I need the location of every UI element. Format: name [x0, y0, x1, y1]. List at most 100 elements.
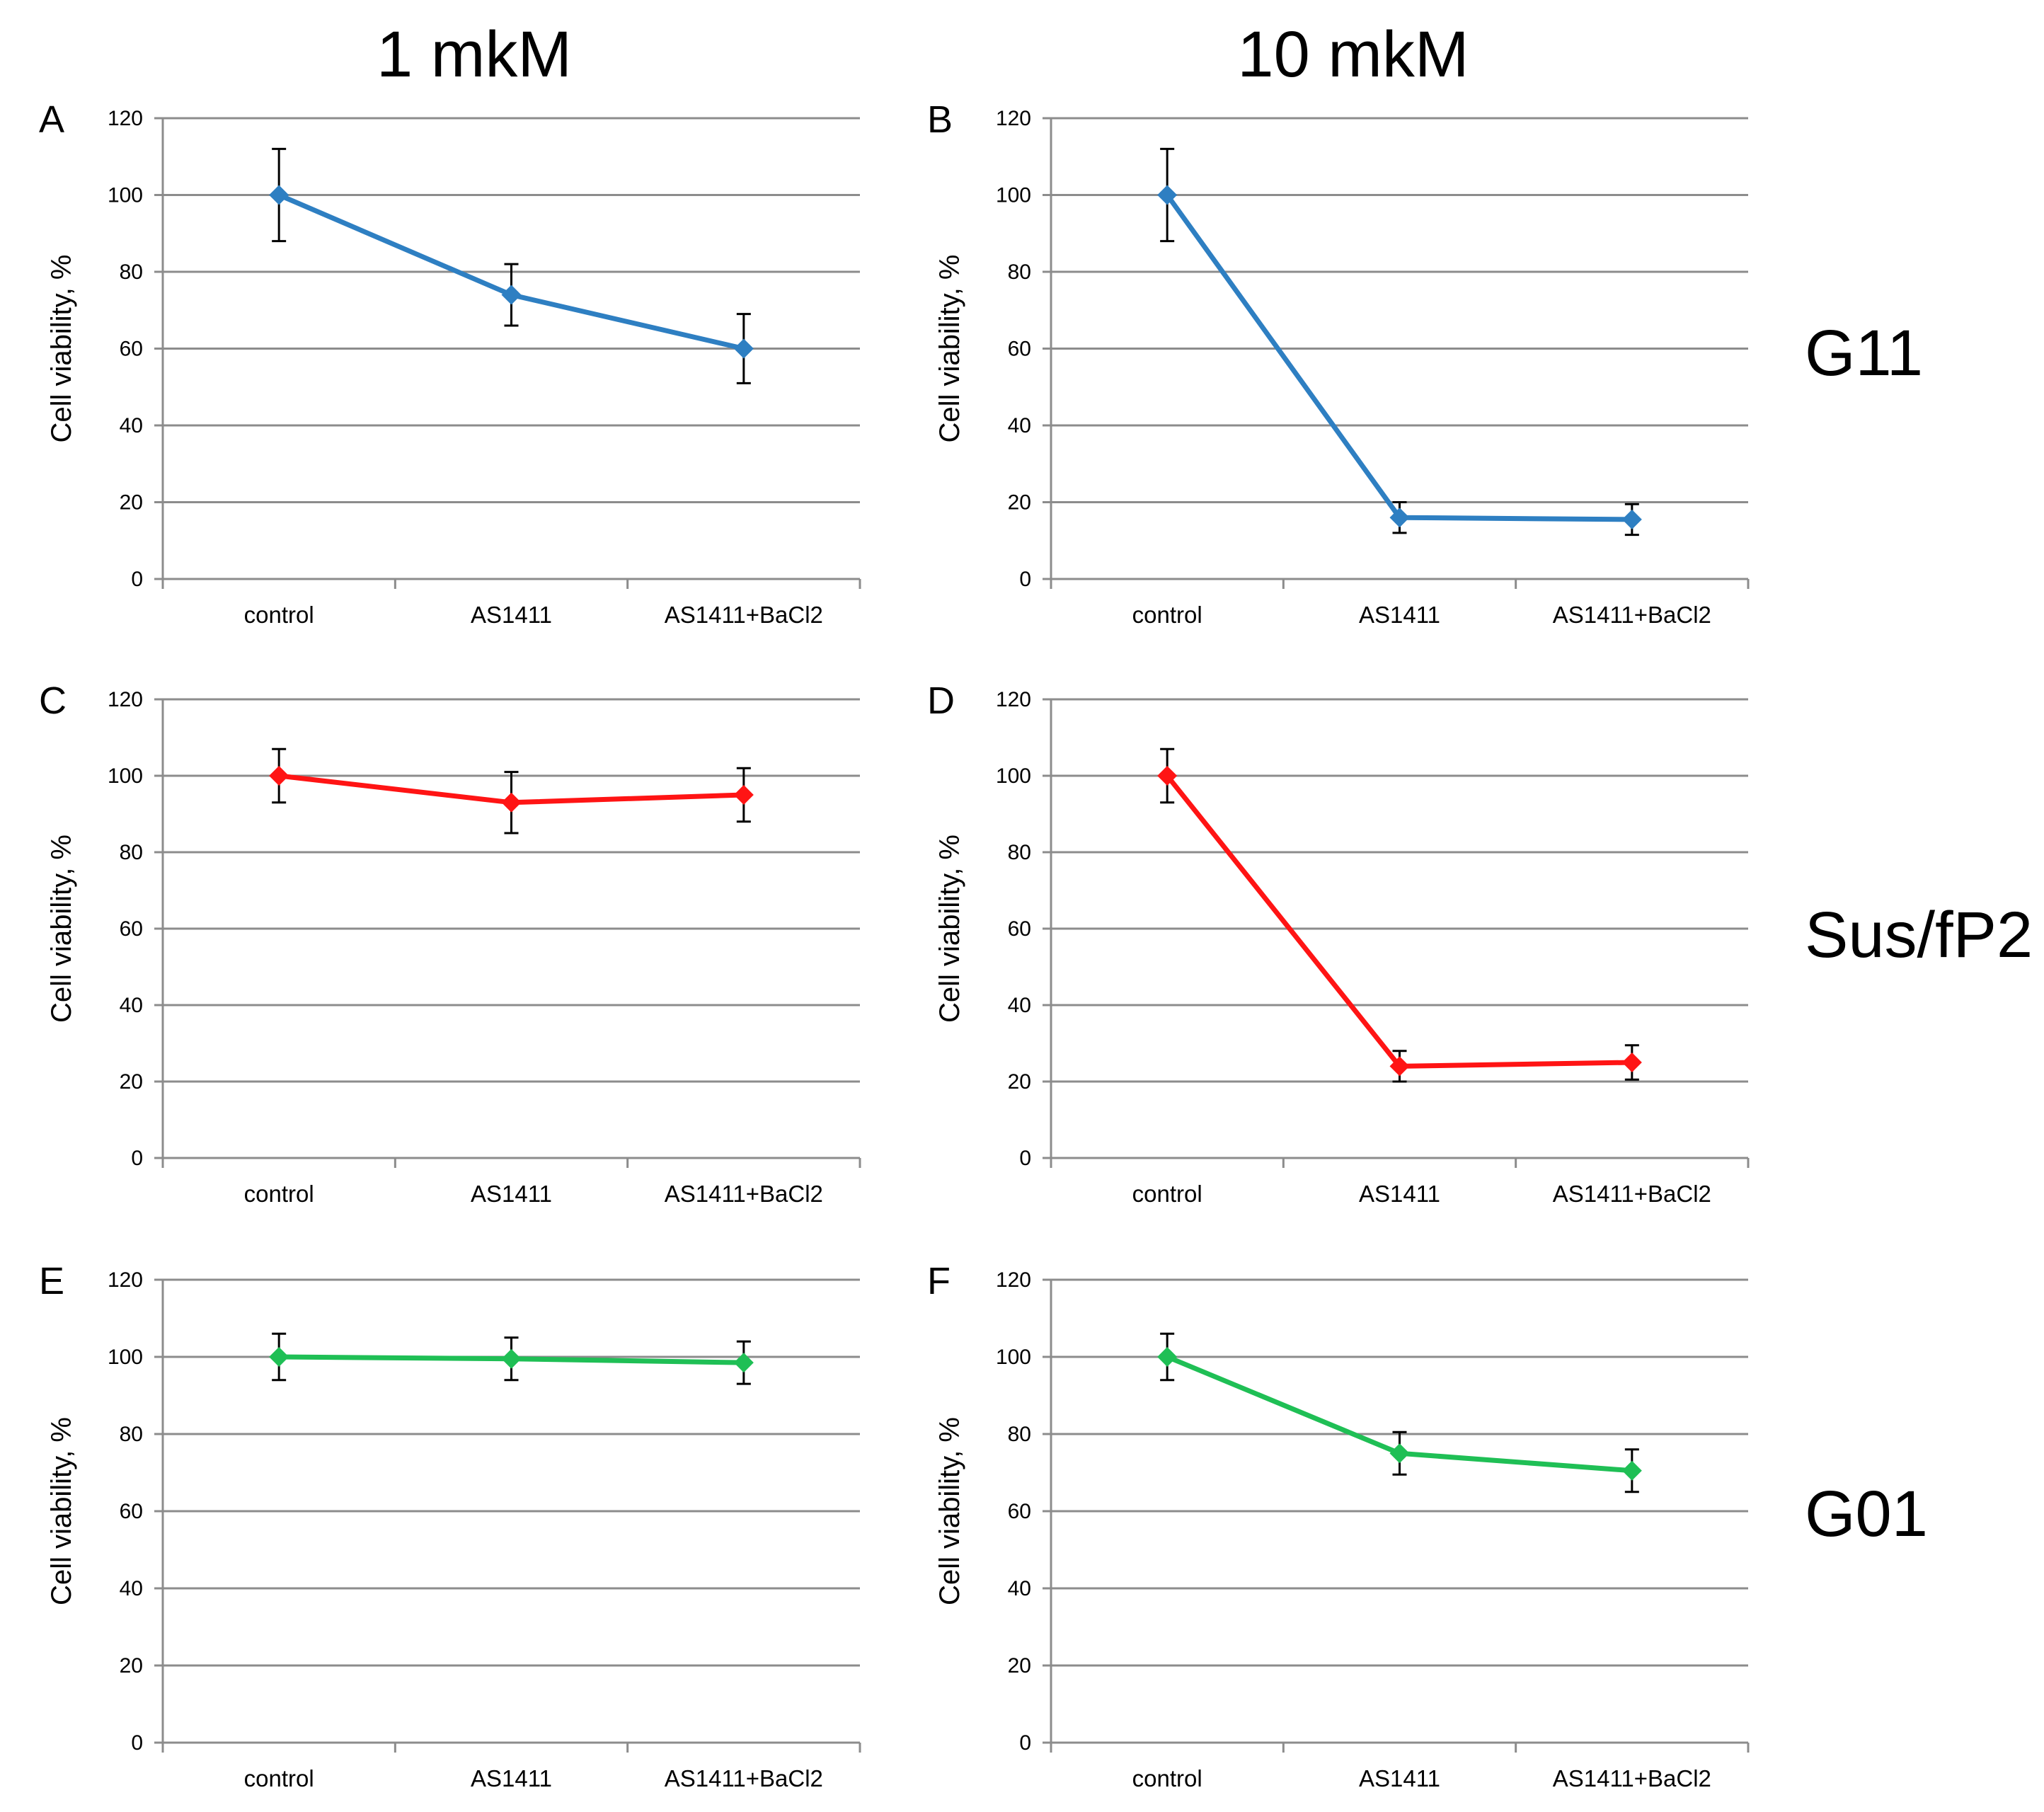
category-label: AS1411 [1359, 602, 1440, 628]
y-tick-label: 100 [996, 184, 1031, 207]
category-label: control [244, 1181, 314, 1207]
category-label: AS1411 [1359, 1181, 1440, 1207]
data-point [733, 1353, 754, 1373]
y-tick-label: 40 [1008, 994, 1031, 1017]
category-label: AS1411+BaCl2 [1553, 1181, 1711, 1207]
y-tick-label: 0 [1019, 1147, 1031, 1170]
category-label: AS1411+BaCl2 [665, 1765, 823, 1791]
y-tick-label: 40 [120, 414, 143, 437]
data-point [1157, 766, 1178, 786]
y-tick-label: 40 [120, 1577, 143, 1600]
panel-letter-c: C [39, 680, 67, 722]
y-tick-label: 80 [120, 260, 143, 284]
y-axis-title: Cell viability, % [46, 1417, 77, 1605]
category-label: AS1411+BaCl2 [1553, 602, 1711, 628]
y-axis-title: Cell viability, % [934, 1417, 965, 1605]
category-label: AS1411 [1359, 1765, 1440, 1791]
category-label: control [1132, 1765, 1202, 1791]
y-tick-label: 80 [120, 841, 143, 864]
series-line [1164, 773, 1635, 1069]
y-axis-title: Cell viability, % [934, 255, 965, 443]
y-tick-label: 100 [996, 764, 1031, 788]
category-label: AS1411 [471, 1765, 552, 1791]
y-tick-label: 20 [1008, 1070, 1031, 1094]
row-label-susfp2: Sus/fP2 [1805, 899, 2033, 971]
data-point [1157, 185, 1178, 205]
category-label: AS1411 [471, 602, 552, 628]
data-point [269, 766, 289, 786]
y-tick-label: 100 [108, 1346, 143, 1369]
y-tick-label: 100 [108, 184, 143, 207]
data-point [1389, 1443, 1410, 1464]
data-point [1621, 1053, 1642, 1072]
y-tick-label: 0 [1019, 568, 1031, 591]
panel-a: A 0 20 40 60 80 100 120 control AS1411 AS1411+BaCl… [39, 98, 861, 628]
y-tick-label: 120 [108, 1268, 143, 1292]
data-point [501, 285, 522, 305]
y-tick-label: 20 [120, 1070, 143, 1094]
data-point [1389, 1056, 1410, 1077]
column-title-1mkm: 1 mkM [377, 18, 572, 91]
y-tick-label: 40 [1008, 414, 1031, 437]
y-tick-label: 120 [996, 1268, 1031, 1292]
category-label: AS1411+BaCl2 [1553, 1765, 1711, 1791]
row-label-g11: G11 [1805, 317, 1923, 389]
y-tick-label: 60 [120, 1500, 143, 1523]
category-label: control [244, 1765, 314, 1791]
data-point [1389, 508, 1410, 528]
data-point [1621, 509, 1642, 529]
category-label: control [1132, 1181, 1202, 1207]
category-label: control [1132, 602, 1202, 628]
y-tick-label: 100 [996, 1346, 1031, 1369]
data-point [269, 185, 289, 205]
y-tick-label: 80 [1008, 841, 1031, 864]
y-tick-label: 60 [1008, 1500, 1031, 1523]
y-tick-label: 60 [1008, 338, 1031, 361]
y-tick-label: 60 [120, 338, 143, 361]
y-tick-label: 0 [1019, 1731, 1031, 1755]
y-axis-title: Cell viability, % [934, 835, 965, 1023]
category-label: AS1411+BaCl2 [665, 1181, 823, 1207]
panel-letter-e: E [39, 1260, 64, 1302]
column-title-10mkm: 10 mkM [1237, 18, 1469, 91]
panel-letter-d: D [927, 680, 955, 722]
y-tick-label: 120 [108, 688, 143, 711]
y-tick-label: 80 [1008, 260, 1031, 284]
category-label: AS1411+BaCl2 [665, 602, 823, 628]
y-axis-title: Cell viability, % [46, 255, 77, 443]
panel-d: D 0 20 40 60 80 100 120 control AS1411 AS1411+BaCl… [927, 680, 1750, 1207]
chart-panels: A 0 20 40 60 80 100 120 control AS1411 AS1411+BaCl… [39, 98, 1750, 1791]
panel-letter-f: F [927, 1260, 951, 1302]
panel-letter-a: A [39, 98, 64, 141]
panel-letter-b: B [927, 98, 953, 141]
y-tick-label: 20 [120, 1654, 143, 1678]
data-point [1157, 1347, 1178, 1367]
y-tick-label: 100 [108, 764, 143, 788]
data-point [1621, 1460, 1642, 1481]
data-point [269, 1347, 289, 1367]
y-tick-label: 120 [108, 107, 143, 130]
y-axis-title: Cell viability, % [46, 835, 77, 1023]
y-tick-label: 60 [120, 917, 143, 941]
data-point [501, 792, 522, 813]
panel-b: B 0 20 40 60 80 100 120 control AS1411 AS1411+BaCl… [927, 98, 1750, 628]
y-tick-label: 0 [131, 1731, 143, 1755]
y-tick-label: 80 [120, 1423, 143, 1446]
y-tick-label: 120 [996, 107, 1031, 130]
y-tick-label: 40 [120, 994, 143, 1017]
y-tick-label: 60 [1008, 917, 1031, 941]
category-label: AS1411 [471, 1181, 552, 1207]
category-label: control [244, 602, 314, 628]
y-tick-label: 40 [1008, 1577, 1031, 1600]
y-tick-label: 0 [131, 1147, 143, 1170]
y-tick-label: 20 [120, 491, 143, 515]
panel-f: F 0 20 40 60 80 100 120 control AS1411 AS1411+BaCl… [927, 1260, 1750, 1791]
series-line [1164, 193, 1635, 522]
data-point [501, 1348, 522, 1369]
y-tick-label: 20 [1008, 1654, 1031, 1678]
panel-e: E 0 20 40 60 80 100 120 control AS1411 AS1411+BaCl… [39, 1260, 861, 1791]
y-tick-label: 120 [996, 688, 1031, 711]
panel-c: C 0 20 40 60 80 100 120 control AS1411 AS1411+BaCl… [39, 680, 861, 1207]
data-point [733, 785, 754, 805]
